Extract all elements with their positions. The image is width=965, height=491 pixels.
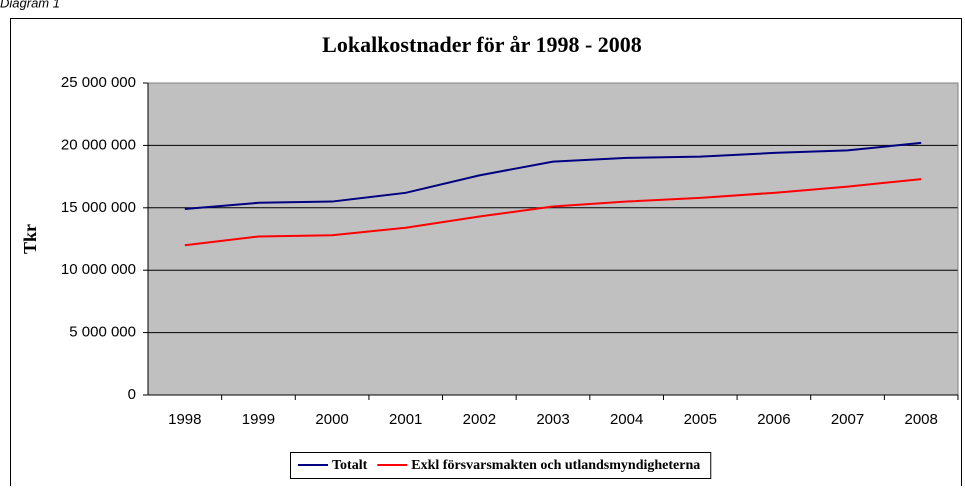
x-tick-label: 2006 [757,411,790,428]
x-tick-label: 2008 [904,411,937,428]
x-tick-label: 2000 [315,411,348,428]
caption: Diagram 1 [0,0,60,10]
x-tick-label: 2004 [610,411,643,428]
y-tick-label: 0 [128,386,136,403]
x-tick-label: 1999 [242,411,275,428]
series-line [184,178,922,247]
x-tick-label: 2007 [831,411,864,428]
legend: Totalt Exkl försvarsmakten och utlandsmyn… [290,452,712,479]
chart-title: Lokalkostnader för år 1998 - 2008 [322,32,642,57]
x-tick-label: 2002 [463,411,496,428]
legend-label: Totalt [332,458,368,473]
legend-label: Exkl försvarsmakten och utlandsmyndighet… [411,458,700,473]
y-tick-label: 20 000 000 [61,136,136,153]
y-tick-label: 15 000 000 [61,199,136,216]
plot-area [148,83,958,395]
x-tick-label: 2003 [536,411,569,428]
x-tick-label: 2005 [684,411,717,428]
series-line [184,141,922,211]
legend-box [290,452,712,479]
y-axis-label: Tkr [20,224,40,254]
x-tick-label: 1998 [168,411,201,428]
x-tick-label: 2001 [389,411,422,428]
y-tick-label: 5 000 000 [69,324,136,341]
y-tick-label: 25 000 000 [61,74,136,91]
y-tick-label: 10 000 000 [61,261,136,278]
